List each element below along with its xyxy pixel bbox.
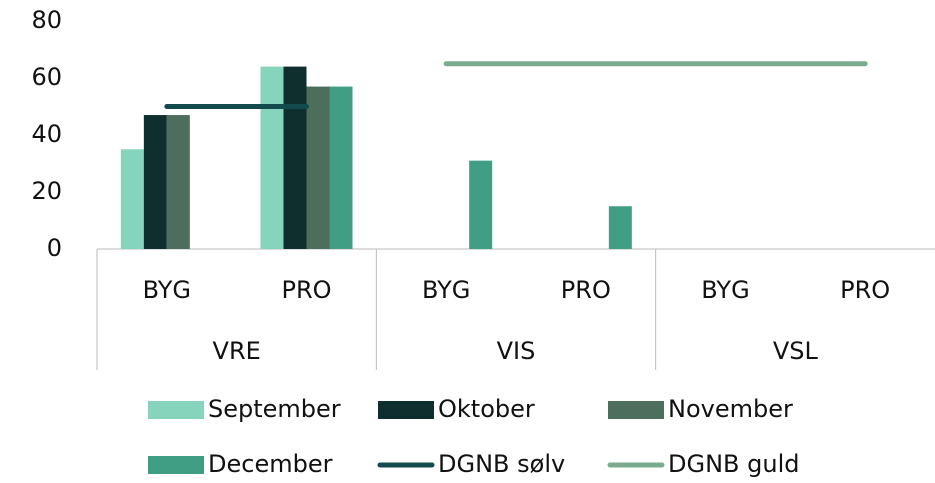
x-tick-label: PRO — [561, 276, 611, 304]
legend-swatch — [148, 456, 204, 474]
legend-label: Oktober — [438, 395, 535, 423]
legend-swatch — [378, 401, 434, 419]
x-tick-label: PRO — [840, 276, 890, 304]
legend-label: DGNB sølv — [438, 450, 565, 478]
legend-label: September — [208, 395, 341, 423]
bar — [166, 115, 190, 249]
bar — [120, 149, 144, 249]
x-tick-label: BYG — [422, 276, 470, 304]
legend-swatch — [148, 401, 204, 419]
x-tick-label: BYG — [143, 276, 191, 304]
bar — [143, 115, 167, 249]
bar — [329, 86, 353, 249]
x-tick-label: PRO — [281, 276, 331, 304]
bar — [469, 160, 493, 249]
y-tick-label: 20 — [31, 177, 62, 205]
y-tick-label: 0 — [47, 234, 62, 262]
group-label: VSL — [773, 337, 819, 365]
bar — [283, 66, 307, 249]
y-tick-label: 60 — [31, 63, 62, 91]
bar — [260, 66, 284, 249]
y-tick-label: 40 — [31, 120, 62, 148]
legend-label: December — [208, 450, 333, 478]
legend-label: November — [668, 395, 793, 423]
legend-swatch — [608, 401, 664, 419]
legend-label: DGNB guld — [668, 450, 799, 478]
group-label: VRE — [213, 337, 261, 365]
bar — [608, 206, 632, 249]
x-tick-label: BYG — [701, 276, 749, 304]
group-label: VIS — [497, 337, 536, 365]
y-tick-label: 80 — [31, 6, 62, 34]
bar — [306, 86, 330, 249]
